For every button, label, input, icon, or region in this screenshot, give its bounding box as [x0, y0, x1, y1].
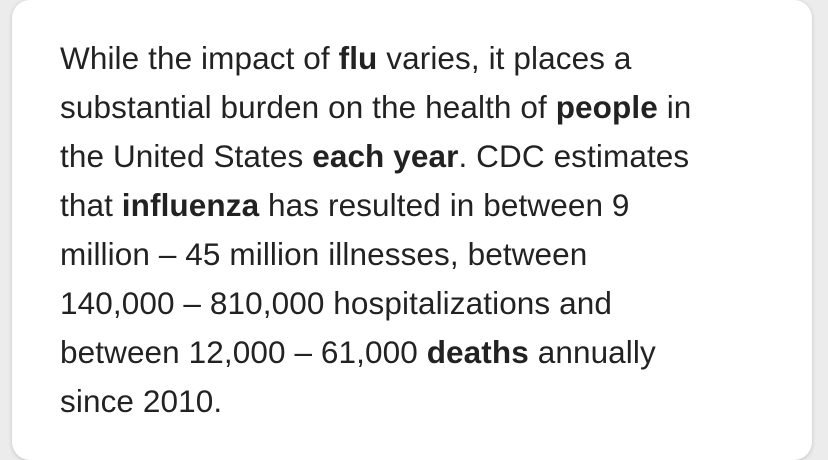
snippet-run: varies, it places a	[377, 40, 632, 76]
snippet-highlight: flu	[338, 40, 378, 76]
snippet-run: 140,000 – 810,000 hospitalizations and	[60, 285, 612, 321]
snippet-line: the United States each year. CDC estimat…	[60, 132, 800, 181]
snippet-run: the United States	[60, 138, 313, 174]
snippet-line: million – 45 million illnesses, between	[60, 230, 800, 279]
snippet-run: has resulted in between 9	[259, 187, 630, 223]
featured-snippet-card: While the impact of flu varies, it place…	[12, 0, 812, 460]
snippet-highlight: people	[555, 89, 658, 125]
snippet-run: since 2010.	[60, 383, 223, 419]
snippet-run: that	[60, 187, 122, 223]
snippet-run: between 12,000 – 61,000	[60, 334, 427, 370]
snippet-highlight: deaths	[426, 334, 529, 370]
snippet-line: between 12,000 – 61,000 deaths annually	[60, 328, 800, 377]
snippet-line: since 2010.	[60, 377, 800, 426]
snippet-run: annually	[528, 334, 656, 370]
snippet-line: substantial burden on the health of peop…	[60, 83, 800, 132]
snippet-highlight: each year	[312, 138, 459, 174]
snippet-line: 140,000 – 810,000 hospitalizations and	[60, 279, 800, 328]
snippet-line: that influenza has resulted in between 9	[60, 181, 800, 230]
snippet-run: in	[657, 89, 692, 125]
snippet-line: While the impact of flu varies, it place…	[60, 34, 800, 83]
snippet-highlight: influenza	[121, 187, 260, 223]
snippet-run: substantial burden on the health of	[60, 89, 556, 125]
snippet-run: million – 45 million illnesses, between	[60, 236, 588, 272]
snippet-run: . CDC estimates	[458, 138, 690, 174]
snippet-text: While the impact of flu varies, it place…	[60, 34, 800, 426]
snippet-run: While the impact of	[60, 40, 339, 76]
